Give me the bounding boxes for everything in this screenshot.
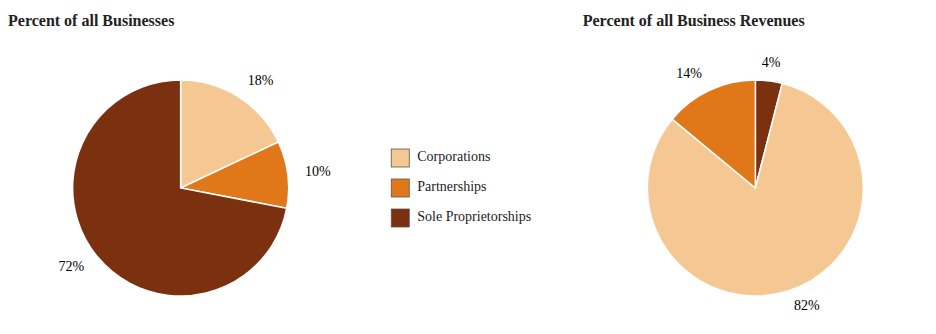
- legend: Corporations Partnerships Sole Proprietors…: [391, 149, 531, 227]
- data-label: 4%: [762, 55, 781, 70]
- data-label: 14%: [676, 66, 702, 81]
- chart: Percent of all Businesses 18% 10% 72% Corpor…: [0, 0, 936, 334]
- pie-slice: [672, 80, 755, 188]
- chart-title: Percent of all Business Revenues: [583, 12, 805, 29]
- pie-chart: Percent of all Businesses 18% 10% 72%: [8, 12, 331, 296]
- pie: 4% 82% 14%: [647, 55, 863, 313]
- data-label: 10%: [305, 164, 331, 179]
- legend-item: Corporations: [391, 149, 490, 167]
- legend-swatch: [391, 209, 409, 227]
- pie-chart: Percent of all Business Revenues 4% 82% 14%: [583, 12, 864, 313]
- pie-slice: [73, 80, 287, 296]
- pie: 18% 10% 72%: [58, 73, 330, 296]
- data-label: 82%: [794, 298, 820, 313]
- legend-item: Partnerships: [391, 179, 486, 197]
- legend-swatch: [391, 149, 409, 167]
- legend-swatch: [391, 179, 409, 197]
- legend-label: Partnerships: [417, 179, 486, 194]
- data-label: 18%: [248, 73, 274, 88]
- legend-item: Sole Proprietorships: [391, 209, 531, 227]
- data-label: 72%: [58, 259, 84, 274]
- legend-label: Sole Proprietorships: [417, 209, 531, 224]
- legend-label: Corporations: [417, 149, 490, 164]
- chart-title: Percent of all Businesses: [8, 12, 174, 29]
